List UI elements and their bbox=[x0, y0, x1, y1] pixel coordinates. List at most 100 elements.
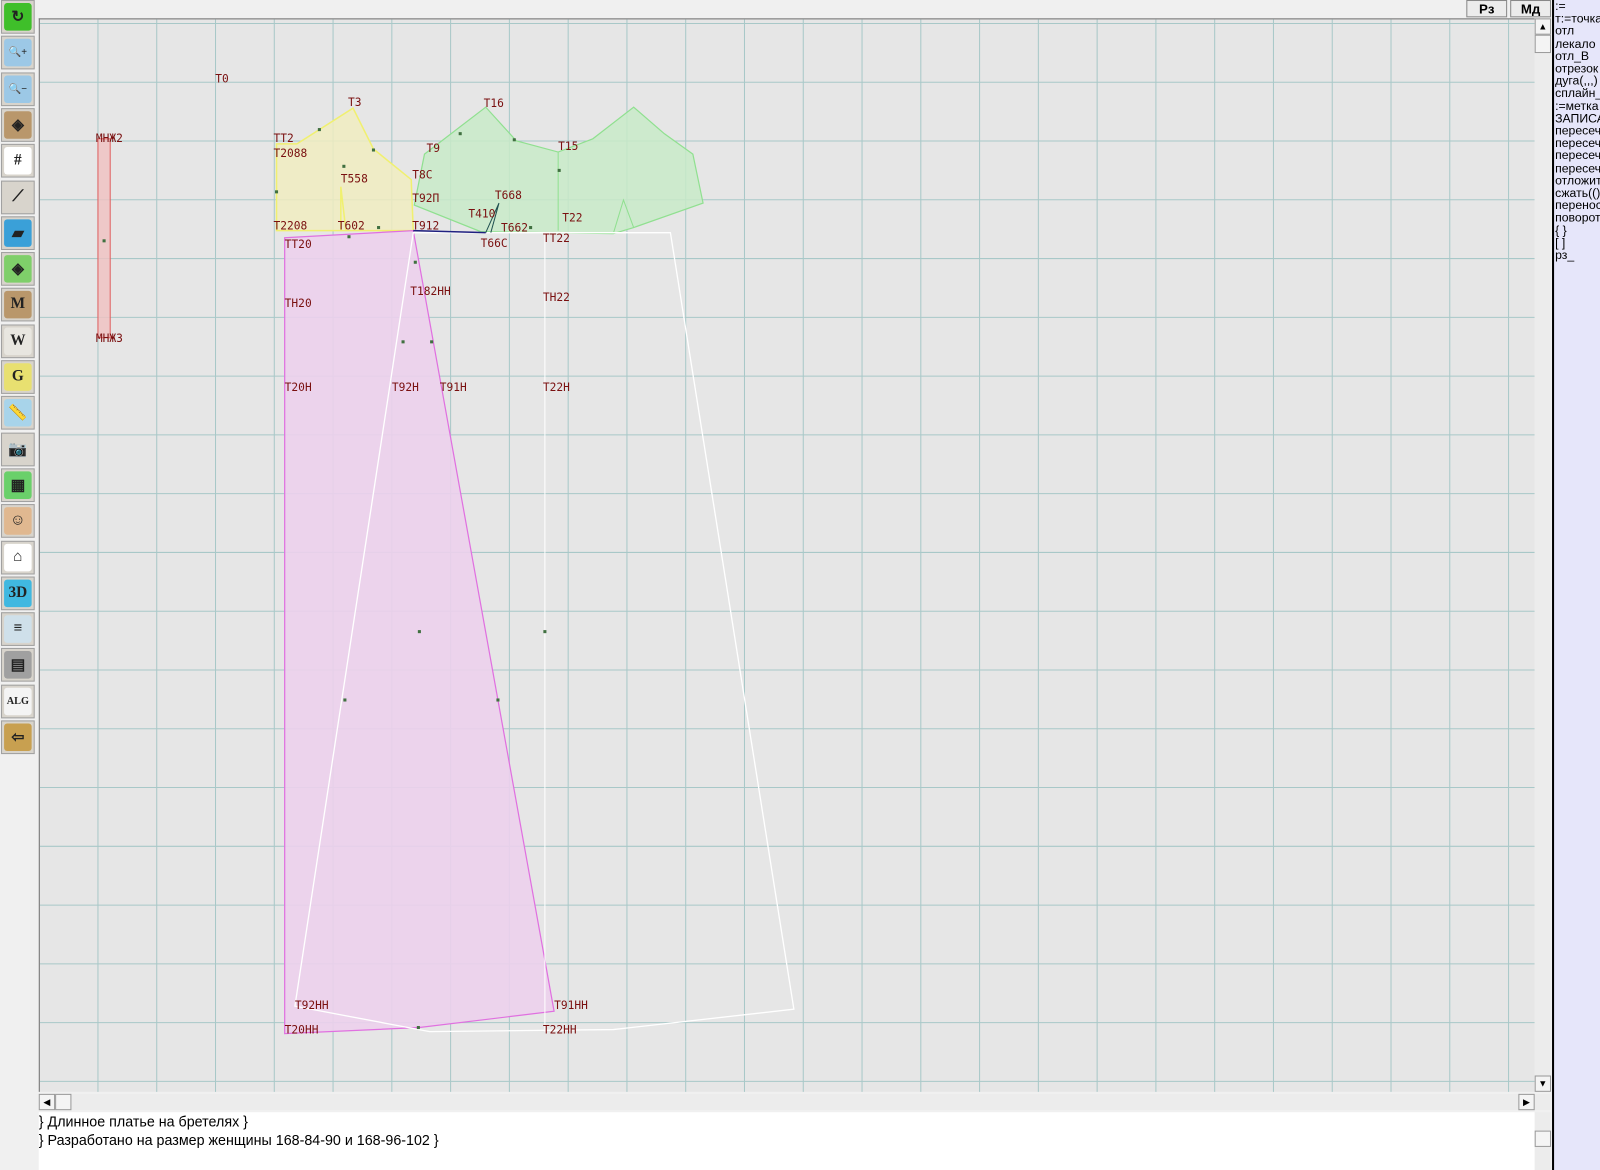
scroll-thumb[interactable] bbox=[1534, 34, 1552, 54]
command-item[interactable]: отл bbox=[1555, 23, 1575, 39]
point-label: Т602 bbox=[338, 220, 365, 233]
scroll-down-arrow[interactable]: ▼ bbox=[1534, 1075, 1552, 1092]
pattern-m-icon: M bbox=[4, 291, 32, 319]
comment-line: } Длинное платье на бретелях } bbox=[38, 1113, 248, 1130]
command-list-panel: := т:=точка отл лекало отл_В отрезок дуга(,,,)… bbox=[1552, 0, 1600, 1170]
alg-document-tool-button[interactable]: ALG bbox=[1, 684, 35, 719]
command-item[interactable]: ЗАПИСА bbox=[1555, 111, 1600, 126]
books-icon: ▤ bbox=[4, 651, 32, 679]
text-list-tool-button[interactable]: ≡ bbox=[1, 612, 35, 647]
md-button[interactable]: Мд bbox=[1510, 0, 1552, 18]
pattern-piece-tool-button[interactable]: ◈ bbox=[1, 252, 35, 286]
text-scroll-thumb[interactable] bbox=[1534, 1130, 1552, 1147]
command-item[interactable]: т:=точка bbox=[1555, 11, 1600, 26]
point-label: Т22НН bbox=[543, 1024, 577, 1037]
control-point bbox=[543, 630, 547, 634]
zoom-out-icon: 🔍− bbox=[4, 75, 32, 103]
point-label: Т8С bbox=[412, 169, 432, 182]
vertical-scrollbar[interactable]: ▲ ▼ bbox=[1534, 18, 1552, 1092]
spreadsheet-icon: ▦ bbox=[4, 471, 32, 499]
control-point bbox=[377, 226, 381, 230]
jacket-icon: ⌂ bbox=[4, 543, 32, 571]
books-tool-button[interactable]: ▤ bbox=[1, 648, 35, 683]
spreadsheet-tool-button[interactable]: ▦ bbox=[1, 468, 35, 502]
comment-text-area[interactable]: } Длинное платье на бретелях } } Разрабо… bbox=[38, 1112, 1535, 1170]
command-item[interactable]: пересеч bbox=[1555, 160, 1600, 176]
waist-line bbox=[413, 229, 486, 234]
compass-icon: W bbox=[4, 327, 32, 355]
pattern-piece-icon: ◈ bbox=[4, 255, 32, 283]
command-item[interactable]: отложит bbox=[1555, 173, 1600, 188]
command-item[interactable]: поворот bbox=[1555, 210, 1600, 225]
command-item[interactable]: отл_В bbox=[1555, 48, 1590, 64]
refresh-tool-button[interactable]: ↻ bbox=[1, 0, 35, 34]
grid-tool-button[interactable]: # bbox=[1, 144, 35, 178]
zoom-in-tool-button[interactable]: 🔍+ bbox=[1, 36, 35, 70]
point-label: Т92НН bbox=[295, 999, 329, 1012]
point-label: Т22 bbox=[562, 211, 582, 224]
3d-tool-button[interactable]: 3D bbox=[1, 576, 35, 610]
command-item[interactable]: пересеч bbox=[1555, 123, 1600, 138]
control-point bbox=[342, 164, 346, 168]
point-label: Т91НН bbox=[554, 999, 588, 1012]
zoom-out-tool-button[interactable]: 🔍− bbox=[1, 72, 35, 106]
scroll-left-arrow[interactable]: ◀ bbox=[38, 1093, 56, 1111]
compass-tool-button[interactable]: W bbox=[1, 324, 35, 358]
rz-button[interactable]: Рз bbox=[1466, 0, 1508, 18]
pattern-canvas[interactable]: Т0 Т3 Т16 МНЖ2 ТТ2 Т2088 Т9 Т15 Т8С Т558 Т92П Т668 Т… bbox=[38, 18, 1535, 1092]
zoom-pattern-tool-button[interactable]: ◈ bbox=[1, 108, 35, 142]
point-label: Т16 bbox=[484, 97, 505, 110]
command-item[interactable]: рз_ bbox=[1555, 248, 1575, 263]
command-item[interactable]: перенос bbox=[1555, 198, 1600, 213]
point-label: Т410 bbox=[468, 207, 495, 220]
scroll-right-arrow[interactable]: ▶ bbox=[1518, 1093, 1535, 1111]
scroll-up-arrow[interactable]: ▲ bbox=[1534, 18, 1552, 35]
tool-palette: ↻ 🔍+ 🔍− ◈ # ⟋ ▰ ◈ M W G 📏 📷 ▦ ☺ ⌂ 3D ≡ ▤ ALG ⇦ bbox=[0, 0, 37, 760]
line-segment-tool-button[interactable]: ⟋ bbox=[1, 180, 35, 214]
point-label: ТН20 bbox=[285, 297, 312, 310]
woman-portrait-tool-button[interactable]: ☺ bbox=[1, 504, 35, 538]
3d-icon: 3D bbox=[4, 579, 32, 607]
point-label: Т92П bbox=[412, 192, 439, 205]
command-item[interactable]: сплайн_ bbox=[1555, 86, 1600, 101]
map-tool-button[interactable]: ▰ bbox=[1, 216, 35, 250]
horizontal-scrollbar[interactable]: ◀ ▶ bbox=[38, 1093, 1552, 1111]
ruler-tool-button[interactable]: 📏 bbox=[1, 396, 35, 430]
ruler-icon: 📏 bbox=[4, 399, 32, 427]
text-vertical-scrollbar[interactable] bbox=[1534, 1112, 1552, 1170]
pattern-m-tool-button[interactable]: M bbox=[1, 288, 35, 322]
command-item[interactable]: [ ] bbox=[1555, 235, 1566, 250]
jacket-tool-button[interactable]: ⌂ bbox=[1, 540, 35, 574]
comment-line: } Разработано на размер женщины 168-84-9… bbox=[38, 1131, 439, 1148]
point-label: Т9 bbox=[427, 142, 441, 155]
control-point bbox=[529, 226, 533, 230]
control-point bbox=[317, 128, 321, 132]
command-item[interactable]: := bbox=[1555, 0, 1566, 14]
command-item[interactable]: :=метка bbox=[1555, 98, 1599, 113]
control-point bbox=[413, 260, 417, 264]
command-item[interactable]: пересеч bbox=[1555, 148, 1600, 163]
point-label: Т2208 bbox=[273, 220, 307, 233]
dart-line bbox=[485, 202, 500, 233]
line-segment-icon: ⟋ bbox=[4, 183, 32, 211]
command-item[interactable]: { } bbox=[1555, 223, 1567, 238]
exit-door-tool-button[interactable]: ⇦ bbox=[1, 720, 35, 755]
pattern-g-tool-button[interactable]: G bbox=[1, 360, 35, 394]
point-label: ТН22 bbox=[543, 291, 570, 304]
control-point bbox=[274, 190, 279, 194]
command-item[interactable]: отрезок bbox=[1555, 61, 1599, 76]
control-point bbox=[347, 235, 351, 239]
camera-icon: 📷 bbox=[4, 435, 32, 463]
zoom-pattern-icon: ◈ bbox=[4, 111, 32, 139]
bodice-front-piece bbox=[275, 107, 415, 232]
command-item[interactable]: дуга(,,,) bbox=[1555, 73, 1598, 88]
control-point bbox=[458, 132, 462, 136]
command-item[interactable]: лекало bbox=[1555, 36, 1596, 51]
command-item[interactable]: пересеч bbox=[1555, 135, 1600, 151]
control-point bbox=[496, 698, 500, 702]
camera-tool-button[interactable]: 📷 bbox=[1, 432, 35, 466]
command-item[interactable]: сжать(() bbox=[1555, 185, 1600, 201]
scroll-thumb-horizontal[interactable] bbox=[55, 1093, 72, 1111]
control-point bbox=[416, 1026, 420, 1030]
